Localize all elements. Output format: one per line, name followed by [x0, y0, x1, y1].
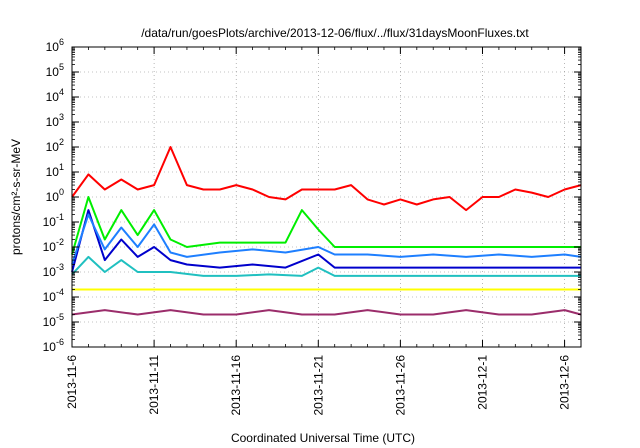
x-tick-label: 2013-12-1: [475, 355, 489, 410]
y-tick-label: 101: [46, 162, 64, 179]
series-line-3: [71, 255, 581, 277]
chart-title: /data/run/goesPlots/archive/2013-12-06/f…: [141, 26, 529, 40]
y-axis-label: protons/cm²-s-sr-MeV: [9, 139, 23, 255]
x-tick-label: 2013-11-21: [311, 355, 325, 416]
y-tick-label: 10-4: [43, 287, 64, 304]
x-axis-label: Coordinated Universal Time (UTC): [231, 431, 415, 445]
series-lines: [71, 146, 582, 316]
x-tick-label: 2013-12-6: [558, 355, 572, 410]
grid-lines: [71, 47, 581, 347]
series-line-7: [71, 146, 582, 212]
y-tick-label: 10-6: [43, 337, 64, 354]
y-tick-label: 103: [46, 112, 64, 129]
x-tick-label: 2013-11-16: [229, 355, 243, 416]
y-tick-label: 100: [46, 187, 64, 204]
y-tick-labels: 10-6 10-5 10-4 10-3 10-2 10-1 100 101 102 103 104 1…: [43, 37, 64, 354]
series-line-5: [71, 213, 582, 265]
x-tick-label: 2013-11-26: [393, 355, 407, 416]
y-tick-label: 10-2: [43, 237, 64, 254]
x-tick-labels: 2013-11-6 2013-11-11 2013-11-16 2013-11-21 2…: [65, 355, 572, 416]
series-line-1: [71, 309, 582, 316]
y-tick-label: 10-5: [43, 312, 64, 329]
x-tick-label: 2013-11-6: [65, 355, 79, 409]
x-tick-label: 2013-11-11: [147, 355, 161, 415]
y-tick-label: 106: [46, 37, 64, 54]
y-tick-label: 105: [46, 62, 64, 79]
y-tick-label: 10-3: [43, 262, 64, 279]
y-tick-label: 10-1: [43, 212, 64, 229]
y-tick-label: 104: [46, 87, 64, 104]
series-line-6: [71, 196, 581, 255]
axis-ticks: [71, 46, 582, 348]
series-line-4: [71, 209, 581, 273]
y-tick-label: 102: [46, 137, 64, 154]
